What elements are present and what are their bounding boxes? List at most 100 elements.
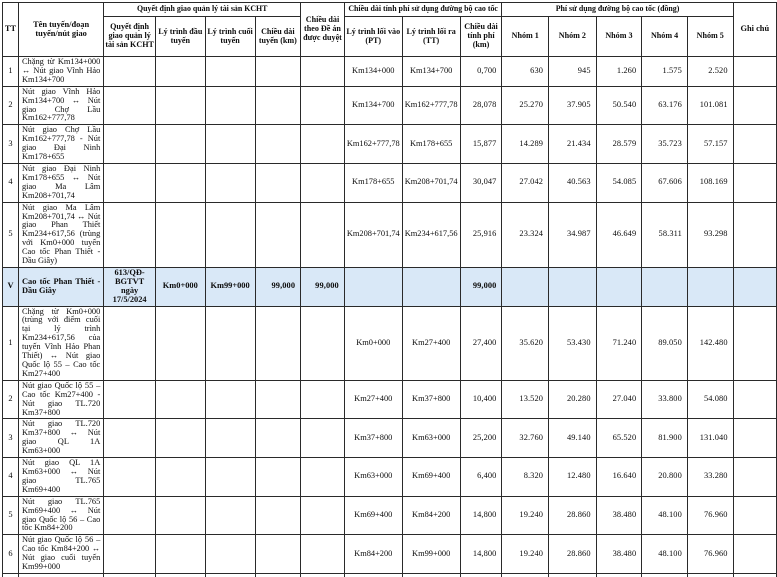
- cell-fee-group1: 13.520: [502, 380, 549, 419]
- cell-start-km: [155, 380, 205, 419]
- cell-decision: [104, 573, 156, 577]
- cell-fee-group5: [687, 267, 733, 306]
- cell-charged-length: 15,877: [460, 125, 502, 164]
- cell-tt: [3, 573, 19, 577]
- cell-route-name: Chặng từ Km134+000 ↔ Nút giao Vĩnh Hảo K…: [18, 57, 103, 87]
- cell-end-km: [205, 125, 255, 164]
- table-header: TT Tên tuyến/đoạn tuyến/nút giao Quyết đ…: [3, 3, 777, 57]
- cell-start-km: Km0+000: [155, 267, 205, 306]
- cell-exit-km: Km37+800: [402, 380, 460, 419]
- cell-end-km: [205, 86, 255, 125]
- cell-approved-length: [301, 125, 345, 164]
- cell-fee-group2: 945: [549, 57, 597, 87]
- cell-charged-length: 25,916: [460, 202, 502, 267]
- cell-charged-length: 10,400: [460, 380, 502, 419]
- cell-fee-group3: 28.579: [596, 125, 642, 164]
- cell-approved-length: [301, 202, 345, 267]
- cell-decision: 613/QĐ-BGTVT ngày 17/5/2024: [104, 267, 156, 306]
- cell-tt: 3: [3, 419, 19, 458]
- cell-route-name: Nút giao Ma Lâm Km208+701,74 ↔ Nút giao …: [18, 202, 103, 267]
- cell-fee-group1: 8.320: [502, 458, 549, 497]
- cell-exit-km: [402, 573, 460, 577]
- cell-fee-group2: 34.987: [549, 202, 597, 267]
- cell-approved-length: [301, 380, 345, 419]
- col-header-fee-group5: Nhóm 5: [687, 17, 733, 57]
- cell-fee-group1: 25.270: [502, 86, 549, 125]
- cell-charged-length: 99,000: [460, 267, 502, 306]
- cell-end-km: [205, 535, 255, 574]
- cell-end-km: [205, 419, 255, 458]
- cell-end-km: Km99+000: [205, 267, 255, 306]
- cell-fee-group2: 53.430: [549, 306, 597, 380]
- cell-note: [733, 306, 776, 380]
- cell-fee-group1: 35.620: [502, 306, 549, 380]
- cell-fee-group5: 93.298: [687, 202, 733, 267]
- cell-entry-km: Km69+400: [344, 496, 402, 535]
- cell-decision: [104, 380, 156, 419]
- cell-note: [733, 267, 776, 306]
- cell-start-km: [155, 57, 205, 87]
- cell-charged-length: [460, 573, 502, 577]
- cell-route-name: Chặng từ Km0+000 (trùng với điểm cuối tạ…: [18, 306, 103, 380]
- cell-fee-group3: [596, 573, 642, 577]
- cell-note: [733, 86, 776, 125]
- cell-exit-km: Km134+700: [402, 57, 460, 87]
- cell-fee-group1: 14.289: [502, 125, 549, 164]
- table-row-partial: [3, 573, 777, 577]
- cell-note: [733, 535, 776, 574]
- cell-start-km: [155, 458, 205, 497]
- cell-entry-km: Km37+800: [344, 419, 402, 458]
- cell-route-name: Nút giao TL.765 Km69+400 ↔ Nút giao Quốc…: [18, 496, 103, 535]
- cell-route-name: Nút giao Quốc lộ 56 – Cao tốc Km84+200 ↔…: [18, 535, 103, 574]
- cell-fee-group3: [596, 267, 642, 306]
- cell-fee-group4: [642, 267, 688, 306]
- cell-decision: [104, 125, 156, 164]
- cell-route-length: [255, 419, 301, 458]
- cell-fee-group4: 1.575: [642, 57, 688, 87]
- cell-exit-km: Km69+400: [402, 458, 460, 497]
- cell-fee-group5: 142.480: [687, 306, 733, 380]
- cell-entry-km: Km84+200: [344, 535, 402, 574]
- cell-fee-group1: 19.240: [502, 535, 549, 574]
- cell-fee-group3: 38.480: [596, 496, 642, 535]
- cell-approved-length: [301, 535, 345, 574]
- cell-note: [733, 458, 776, 497]
- cell-fee-group4: 89.050: [642, 306, 688, 380]
- cell-fee-group3: 46.649: [596, 202, 642, 267]
- cell-fee-group1: [502, 573, 549, 577]
- cell-approved-length: [301, 458, 345, 497]
- cell-route-length: [255, 202, 301, 267]
- cell-end-km: [205, 458, 255, 497]
- cell-route-length: [255, 86, 301, 125]
- cell-route-length: [255, 125, 301, 164]
- cell-charged-length: 14,800: [460, 496, 502, 535]
- cell-end-km: [205, 163, 255, 202]
- cell-fee-group4: 67.606: [642, 163, 688, 202]
- cell-end-km: [205, 57, 255, 87]
- cell-decision: [104, 86, 156, 125]
- cell-fee-group2: [549, 267, 597, 306]
- cell-entry-km: Km134+000: [344, 57, 402, 87]
- cell-fee-group4: 81.900: [642, 419, 688, 458]
- cell-fee-group5: 57.157: [687, 125, 733, 164]
- cell-charged-length: 25,200: [460, 419, 502, 458]
- col-header-fee-group2: Nhóm 2: [549, 17, 597, 57]
- cell-fee-group2: 37.905: [549, 86, 597, 125]
- cell-fee-group2: 12.480: [549, 458, 597, 497]
- cell-tt: 2: [3, 86, 19, 125]
- cell-fee-group3: 71.240: [596, 306, 642, 380]
- col-header-entry-km: Lý trình lối vào (PT): [344, 17, 402, 57]
- cell-tt: 3: [3, 125, 19, 164]
- cell-fee-group3: 50.540: [596, 86, 642, 125]
- cell-exit-km: Km99+000: [402, 535, 460, 574]
- cell-exit-km: [402, 267, 460, 306]
- cell-tt: V: [3, 267, 19, 306]
- cell-fee-group4: 35.723: [642, 125, 688, 164]
- cell-entry-km: Km63+000: [344, 458, 402, 497]
